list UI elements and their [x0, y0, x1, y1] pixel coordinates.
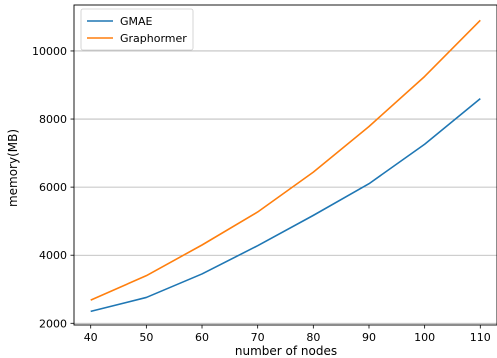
plot-frame	[73, 4, 497, 326]
y-axis-ticks: 2000 4000 6000 8000 10000	[32, 45, 74, 330]
series-line-graphormer	[90, 19, 481, 301]
grid-lines	[74, 50, 497, 324]
series-line-gmae	[90, 98, 481, 313]
x-tick-label: 80	[306, 331, 320, 344]
x-tick-label: 100	[414, 331, 435, 344]
y-tick-label: 2000	[39, 317, 67, 330]
x-tick-label: 110	[470, 331, 491, 344]
x-tick-label: 40	[84, 331, 98, 344]
y-tick-label: 10000	[32, 45, 67, 58]
legend-box	[80, 8, 194, 51]
x-tick-label: 60	[195, 331, 209, 344]
x-tick-label: 70	[251, 331, 265, 344]
legend: GMAE Graphormer	[80, 8, 194, 51]
legend-label-gmae: GMAE	[120, 15, 153, 28]
x-axis-label: number of nodes	[235, 344, 337, 358]
y-tick-label: 8000	[39, 113, 67, 126]
x-tick-label: 90	[362, 331, 376, 344]
x-axis-ticks: 40 50 60 70 80 90 100 110	[84, 325, 491, 344]
legend-label-graphormer: Graphormer	[120, 32, 187, 45]
y-tick-label: 4000	[39, 249, 67, 262]
y-tick-label: 6000	[39, 181, 67, 194]
y-axis-label: memory(MB)	[6, 129, 20, 207]
series-lines	[90, 19, 481, 313]
x-tick-label: 50	[139, 331, 153, 344]
